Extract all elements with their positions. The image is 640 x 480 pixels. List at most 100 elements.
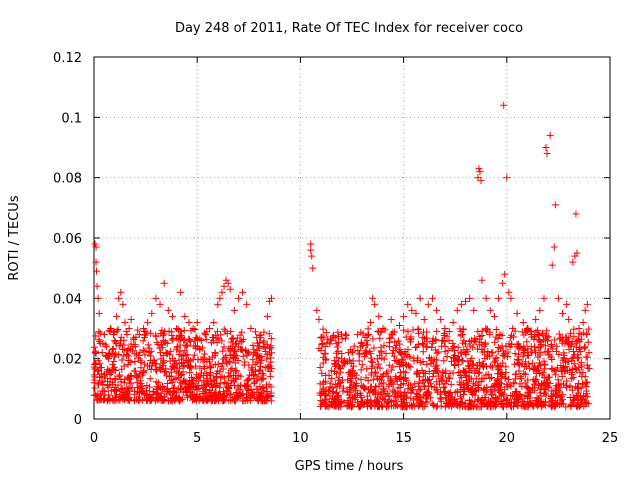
data-point: [552, 392, 560, 400]
data-point: [366, 401, 374, 409]
data-point: [441, 342, 449, 350]
data-point: [536, 338, 544, 346]
data-point: [452, 401, 460, 409]
data-point: [436, 380, 444, 388]
data-point: [423, 328, 431, 336]
data-point: [94, 379, 102, 387]
data-point: [423, 398, 431, 406]
data-point: [186, 369, 194, 377]
data-point: [122, 328, 130, 336]
data-point: [458, 357, 466, 365]
data-point: [460, 337, 468, 345]
data-point: [262, 381, 270, 389]
data-point: [451, 396, 459, 404]
data-point: [510, 378, 518, 386]
data-point: [557, 380, 565, 388]
data-point: [190, 351, 198, 359]
data-point: [197, 337, 205, 345]
data-point: [537, 385, 545, 393]
data-point: [524, 385, 532, 393]
data-point: [544, 332, 552, 340]
data-point: [468, 354, 476, 362]
data-point: [492, 326, 500, 334]
data-point: [259, 374, 267, 382]
data-point: [397, 381, 405, 389]
data-point: [567, 329, 575, 337]
data-point: [566, 382, 574, 390]
data-point: [438, 337, 446, 345]
data-point: [484, 353, 492, 361]
data-point: [560, 351, 568, 359]
data-point: [238, 328, 246, 336]
data-point: [315, 315, 323, 323]
data-point: [396, 340, 404, 348]
data-point: [547, 395, 555, 403]
data-point: [464, 382, 472, 390]
data-point: [266, 349, 274, 357]
data-point: [447, 380, 455, 388]
data-point: [231, 374, 239, 382]
data-point: [546, 373, 554, 381]
data-point: [170, 383, 178, 391]
data-point: [127, 340, 135, 348]
data-point: [336, 365, 344, 373]
data-point: [265, 330, 273, 338]
data-point: [91, 347, 99, 355]
data-point: [376, 390, 384, 398]
data-point: [109, 380, 117, 388]
data-point: [460, 391, 468, 399]
data-point: [428, 400, 436, 408]
data-point: [460, 386, 468, 394]
data-point: [230, 371, 238, 379]
data-point: [267, 389, 275, 397]
data-point: [221, 396, 229, 404]
data-point: [537, 343, 545, 351]
data-point: [423, 360, 431, 368]
data-point: [92, 243, 100, 251]
data-point: [173, 364, 181, 372]
data-point: [408, 403, 416, 411]
data-point: [453, 306, 461, 314]
data-point: [225, 383, 233, 391]
data-point: [447, 398, 455, 406]
data-point: [509, 403, 517, 411]
data-point: [487, 403, 495, 411]
data-point: [413, 370, 421, 378]
data-point: [573, 366, 581, 374]
data-point: [220, 393, 228, 401]
data-point: [250, 346, 258, 354]
data-point: [126, 345, 134, 353]
data-point: [581, 306, 589, 314]
data-point: [375, 382, 383, 390]
data-point: [178, 352, 186, 360]
data-point: [116, 337, 124, 345]
data-point: [200, 354, 208, 362]
data-point: [441, 325, 449, 332]
data-point: [358, 361, 366, 369]
data-point: [475, 369, 483, 377]
data-point: [101, 374, 109, 382]
data-point: [486, 374, 494, 382]
data-point: [153, 396, 161, 404]
data-point: [152, 333, 160, 341]
data-point: [488, 349, 496, 357]
data-point: [115, 372, 123, 380]
data-point: [126, 372, 134, 380]
data-point: [464, 348, 472, 356]
data-point: [183, 342, 191, 350]
data-point: [253, 346, 261, 354]
data-point: [254, 397, 262, 405]
data-point: [249, 341, 257, 349]
data-point: [202, 382, 210, 390]
data-point: [98, 378, 106, 386]
data-point: [414, 391, 422, 399]
data-point: [461, 399, 469, 407]
data-point: [462, 297, 470, 305]
data-point: [401, 360, 409, 368]
data-point: [229, 351, 237, 359]
y-tick-label: 0.02: [53, 353, 82, 368]
data-point: [355, 357, 363, 365]
data-point: [550, 243, 558, 251]
data-point: [318, 341, 326, 349]
data-point: [541, 379, 549, 387]
